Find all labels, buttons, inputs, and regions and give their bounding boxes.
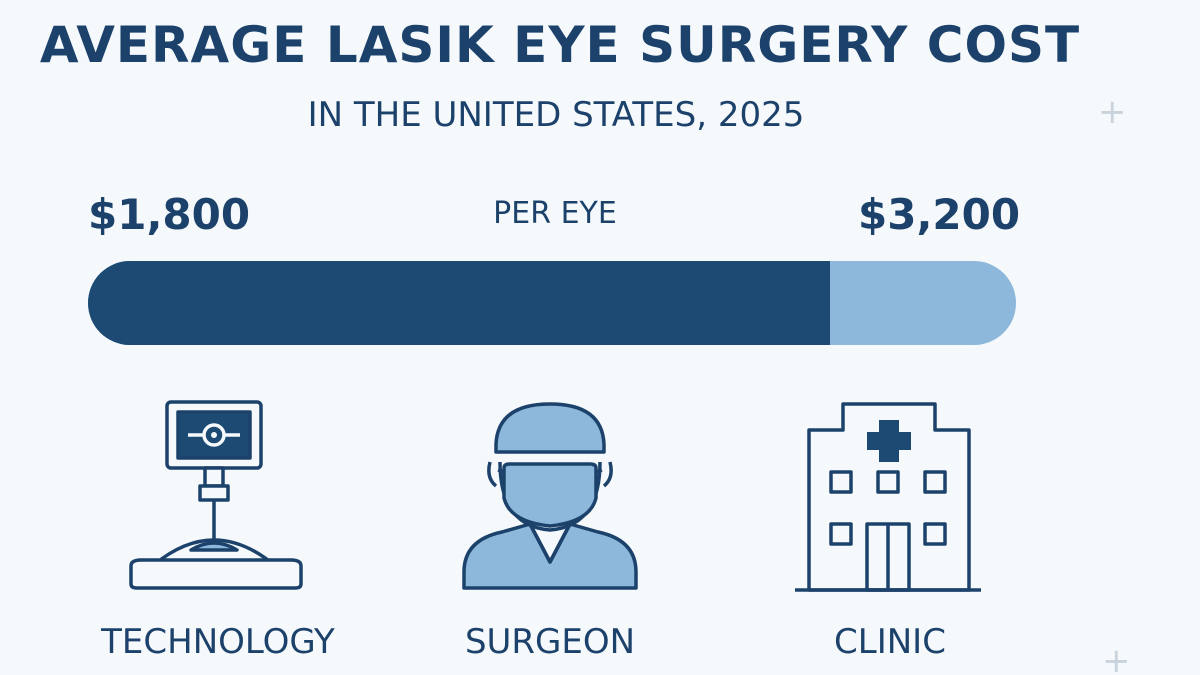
price-range-bar [88,261,1016,345]
laser-machine-icon [129,400,303,590]
price-unit: PER EYE [493,196,617,231]
page-title: AVERAGE LASIK EYE SURGERY COST [39,16,1081,74]
factor-label-technology: TECHNOLOGY [101,622,335,662]
factor-label-surgeon: SURGEON [464,622,636,662]
surgeon-icon [462,402,638,590]
decorative-plus-icon: + [1102,641,1131,675]
price-high: $3,200 [858,190,1021,239]
decorative-plus-icon: + [1098,92,1127,132]
price-range-bar-fill [88,261,831,345]
clinic-building-icon [795,402,981,592]
factor-label-clinic: CLINIC [834,622,946,662]
page-subtitle: IN THE UNITED STATES, 2025 [307,95,805,135]
price-low: $1,800 [88,190,251,239]
